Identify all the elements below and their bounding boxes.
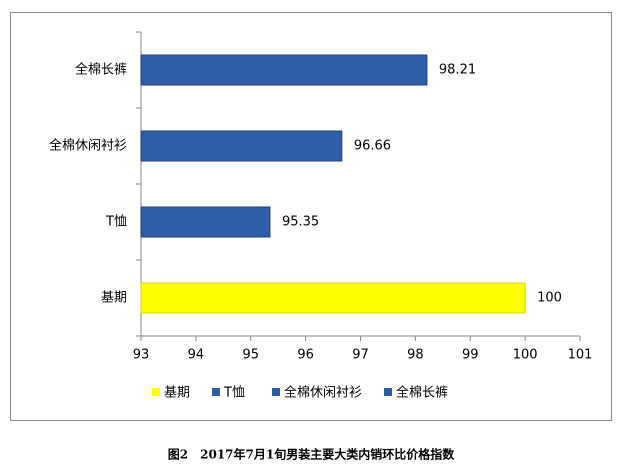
y-tick-label: 全棉长裤 [75, 62, 127, 78]
x-tick-label: 93 [133, 348, 150, 363]
value-label: 95.35 [282, 215, 319, 230]
bar [140, 54, 428, 86]
bar [140, 282, 526, 314]
x-tick-label: 101 [568, 348, 593, 363]
legend-label: 基期 [164, 386, 190, 401]
x-tick-label: 98 [407, 348, 424, 363]
y-tick-label: T恤 [105, 215, 127, 230]
x-tick-label: 100 [513, 348, 538, 363]
legend-label: 全棉休闲衬衫 [284, 385, 362, 401]
legend-label: 全棉长裤 [396, 385, 448, 401]
value-label: 96.66 [354, 139, 391, 154]
legend-swatch [384, 388, 392, 396]
legend-label: T恤 [223, 386, 245, 401]
x-tick-label: 97 [352, 348, 369, 363]
legend-swatch [152, 388, 160, 396]
bar [140, 130, 343, 162]
value-label: 100 [537, 291, 562, 306]
legend-swatch [272, 388, 280, 396]
x-tick-label: 96 [297, 348, 314, 363]
x-tick-label: 99 [462, 348, 479, 363]
y-tick-label: 基期 [101, 291, 127, 306]
x-tick-label: 94 [188, 348, 205, 363]
x-tick-label: 95 [242, 348, 259, 363]
y-tick-label: 全棉休闲衬衫 [49, 138, 127, 154]
value-label: 98.21 [439, 63, 476, 78]
caption: 图2 2017年7月1旬男装主要大类内销环比价格指数 [168, 447, 455, 462]
bar [140, 206, 271, 238]
legend-swatch [212, 388, 220, 396]
